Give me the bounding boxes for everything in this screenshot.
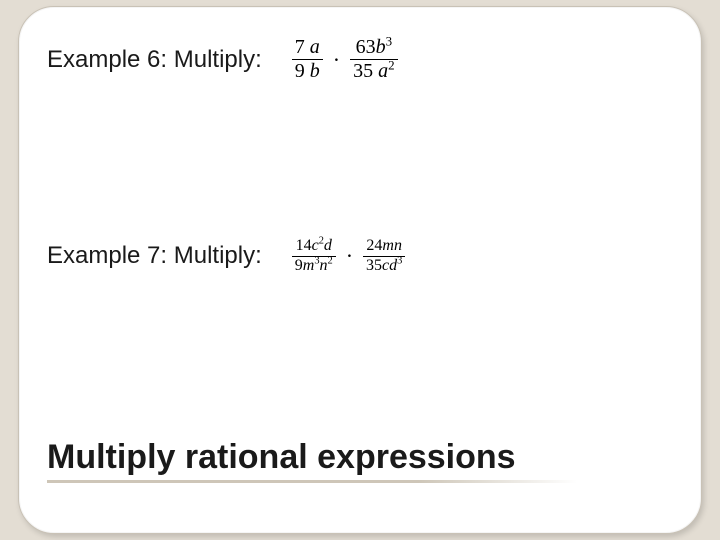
example-6-label: Example 6: Multiply:: [47, 46, 262, 74]
numerator: 14c2d: [293, 238, 335, 255]
example-7-label: Example 7: Multiply:: [47, 242, 262, 270]
multiply-dot: ·: [331, 49, 342, 71]
numerator: 24mn: [363, 238, 405, 255]
fraction: 7 a 9 b: [292, 37, 323, 82]
slide-card: Example 6: Multiply: 7 a 9 b · 63b3 35 a…: [18, 6, 702, 534]
example-6-expression: 7 a 9 b · 63b3 35 a2: [292, 37, 398, 82]
example-7-row: Example 7: Multiply: 14c2d 9m3n2 · 24mn …: [47, 238, 673, 275]
fraction: 14c2d 9m3n2: [292, 238, 336, 275]
slide-title: Multiply rational expressions: [47, 438, 516, 477]
multiply-dot: ·: [344, 245, 355, 267]
denominator: 35 a2: [350, 61, 398, 82]
denominator: 9m3n2: [292, 258, 336, 275]
fraction: 24mn 35cd3: [363, 238, 405, 275]
fraction: 63b3 35 a2: [350, 37, 398, 82]
numerator: 7 a: [292, 37, 323, 58]
denominator: 9 b: [292, 61, 323, 82]
example-6-row: Example 6: Multiply: 7 a 9 b · 63b3 35 a…: [47, 37, 673, 82]
numerator: 63b3: [353, 37, 396, 58]
denominator: 35cd3: [363, 258, 405, 275]
example-7-expression: 14c2d 9m3n2 · 24mn 35cd3: [292, 238, 406, 275]
title-underline: [47, 480, 577, 483]
